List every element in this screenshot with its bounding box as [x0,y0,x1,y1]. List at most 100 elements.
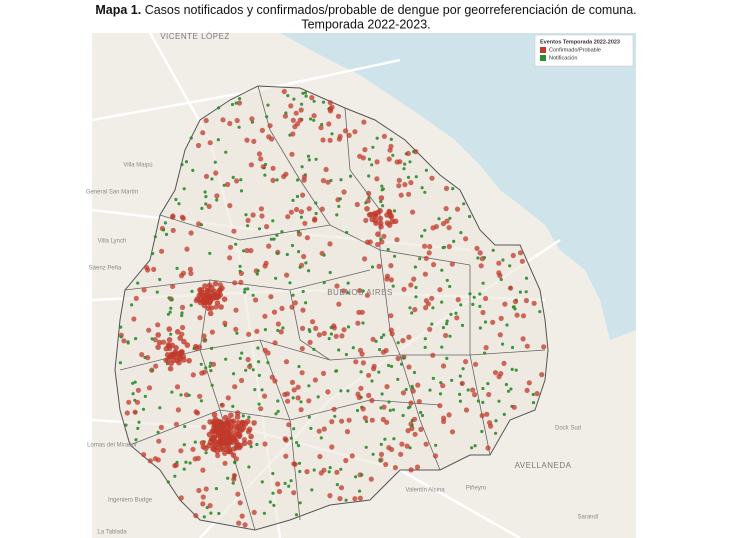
case-point [262,393,268,399]
case-point [274,412,278,416]
case-point [134,438,138,442]
case-point [387,147,393,153]
case-point [329,444,335,450]
case-point [488,423,494,429]
case-point [485,445,491,451]
case-point [206,203,212,209]
case-point [290,131,296,137]
case-point [408,306,412,310]
case-point [492,370,499,376]
case-point [337,348,341,352]
case-point [193,440,197,444]
case-point [329,332,333,336]
case-point [486,382,490,386]
case-point [317,453,323,460]
case-point [160,447,166,454]
case-point [184,160,189,164]
case-point [211,411,218,418]
case-point [166,326,173,332]
case-point [379,237,383,241]
case-point [270,177,276,183]
case-point [204,202,208,206]
case-point [391,153,395,157]
case-point [358,385,364,391]
case-point [431,376,435,380]
case-point [291,198,295,202]
case-point [245,428,252,435]
case-point [524,290,528,294]
place-label: Ingeniero Budge [108,498,153,504]
case-point [271,219,275,223]
case-point [512,299,519,305]
case-point [361,289,365,293]
case-point [312,217,318,223]
case-point [437,287,443,293]
case-point [386,156,392,162]
case-point [370,336,376,342]
case-point [206,299,212,306]
figure-subtitle: Temporada 2022-2023. [301,17,430,31]
case-point [225,395,231,401]
case-point [155,332,161,338]
case-point [333,333,339,339]
case-point [408,282,414,288]
case-point [327,470,331,474]
place-label: Sáenz Peña [89,266,122,272]
case-point [325,179,331,185]
case-point [329,419,335,425]
case-point [346,291,350,295]
case-point [364,445,368,449]
case-point [239,377,245,384]
case-point [496,374,502,380]
case-point [250,212,256,218]
case-point [235,431,242,438]
case-point [133,295,139,301]
case-point [214,193,220,199]
case-point [371,452,375,456]
case-point [276,399,280,403]
case-point [136,426,140,430]
case-point [136,281,140,285]
case-point [245,217,251,223]
case-point [307,158,311,162]
case-point [285,214,291,220]
case-point [382,333,386,337]
case-point [321,330,327,336]
case-point [166,480,170,484]
case-point [284,272,290,278]
case-point [440,300,444,304]
case-point [307,269,311,273]
case-point [298,265,302,269]
case-point [474,245,480,251]
case-point [262,511,266,515]
case-point [204,195,208,199]
case-point [174,357,180,364]
case-point [210,346,214,350]
case-point [306,154,311,158]
case-point [405,428,411,434]
case-point [231,228,237,234]
case-point [276,328,280,333]
case-point [285,252,289,257]
case-point [143,394,147,398]
case-point [352,496,358,502]
case-point [121,338,127,344]
case-point [429,175,435,181]
case-point [470,387,476,393]
case-point [431,262,437,268]
case-point [278,329,284,335]
case-point [511,404,517,410]
case-point [180,163,184,167]
case-point [301,174,307,180]
case-point [501,360,507,366]
case-point [292,300,298,306]
case-point [316,395,320,399]
case-point [210,383,214,387]
case-point [204,451,208,455]
case-point [255,442,259,447]
case-point [241,414,245,418]
case-point [188,461,192,465]
case-point [314,157,318,161]
case-point [170,283,176,289]
case-point [448,216,452,220]
